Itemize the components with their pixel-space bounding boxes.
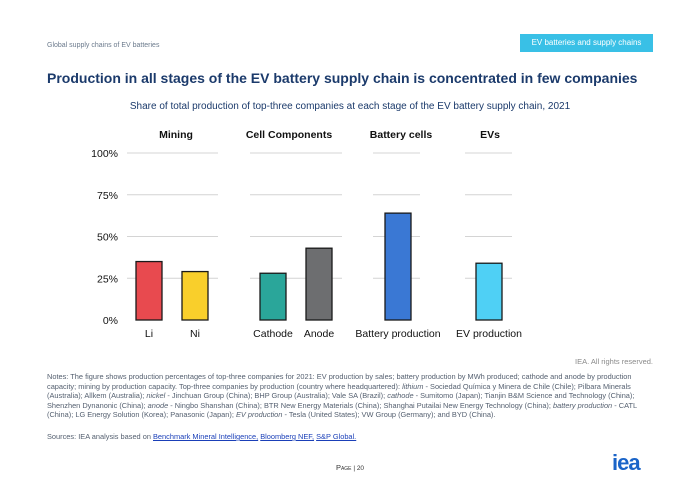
notes-text: Notes: The figure shows production perce… <box>47 372 632 391</box>
source-link-bnef[interactable]: Bloomberg NEF, <box>260 432 315 441</box>
notes-text: - Tesla (United States); VW Group (Germa… <box>282 410 496 419</box>
bar-li <box>135 260 163 321</box>
bar-cathode <box>259 272 287 321</box>
page-number: Page | 20 <box>0 463 700 472</box>
notes-text: - Ningbo Shanshan (China); BTR New Energ… <box>168 400 553 410</box>
x-category-label: Cathode <box>253 328 293 340</box>
source-link-spglobal[interactable]: S&P Global. <box>316 432 357 441</box>
notes-emphasis: cathode <box>387 391 414 400</box>
page-label: Page <box>335 463 352 472</box>
panel-title: Battery cells <box>370 129 433 141</box>
notes-emphasis: nickel <box>146 391 166 400</box>
chart-subtitle: Share of total production of top-three c… <box>129 101 571 112</box>
notes-text: - CATL (China); LG Energy Solution (Kore… <box>47 400 637 420</box>
rights-notice: IEA. All rights reserved. <box>575 357 653 366</box>
bar-ni <box>181 270 209 321</box>
notes-emphasis: EV production <box>235 410 283 419</box>
panel-titles: Mining Cell Components Battery cells EVs <box>159 129 500 141</box>
y-tick-label: 75% <box>97 190 118 202</box>
sources-prefix: Sources: IEA analysis based on <box>47 432 153 441</box>
chart-notes: Notes: The figure shows production perce… <box>47 372 657 420</box>
x-category-label: Battery production <box>355 328 440 340</box>
bar-anode <box>305 247 333 321</box>
y-tick-label: 25% <box>97 273 118 285</box>
page-separator: | <box>353 465 357 472</box>
notes-text: - Sociedad Química y Minera de Chile (Ch… <box>47 381 631 401</box>
section-tag[interactable]: EV batteries and supply chains <box>520 34 653 52</box>
panel-title: Cell Components <box>246 129 332 141</box>
notes-emphasis: lithium <box>402 381 424 391</box>
x-category-label: EV production <box>456 328 522 340</box>
notes-emphasis: anode <box>147 400 169 410</box>
notes-emphasis: battery production <box>553 400 613 410</box>
x-axis-labels: Li Ni Cathode Anode Battery production EV pro… <box>145 328 522 340</box>
y-tick-label: 50% <box>97 232 118 244</box>
bars <box>135 212 503 321</box>
panel-title: Mining <box>159 129 193 141</box>
y-tick-label: 100% <box>91 148 118 160</box>
page-title: Production in all stages of the EV batte… <box>47 70 638 86</box>
x-category-label: Ni <box>190 328 200 340</box>
iea-logo-icon: iea <box>612 452 642 474</box>
notes-text: - Jinchuan Group (China); BHP Group (Aus… <box>165 391 388 400</box>
x-category-label: Anode <box>304 328 335 340</box>
source-link-bmi[interactable]: Benchmark Mineral Intelligence, <box>153 432 259 441</box>
y-axis-ticks: 0% 25% 50% 75% 100% <box>91 148 118 327</box>
x-category-label: Li <box>145 328 153 340</box>
panel-title: EVs <box>480 129 500 141</box>
svg-text:iea: iea <box>612 452 641 474</box>
bar-ev-production <box>475 262 503 321</box>
sources-line: Sources: IEA analysis based on Benchmark… <box>47 432 356 441</box>
y-tick-label: 0% <box>103 315 118 327</box>
page-number-value: 20 <box>356 465 365 472</box>
header-section-label: Global supply chains of EV batteries <box>47 42 160 49</box>
notes-text: - Sumitomo (Japan); Tianjin B&M Science … <box>47 391 635 410</box>
bar-battery-production <box>384 212 412 321</box>
